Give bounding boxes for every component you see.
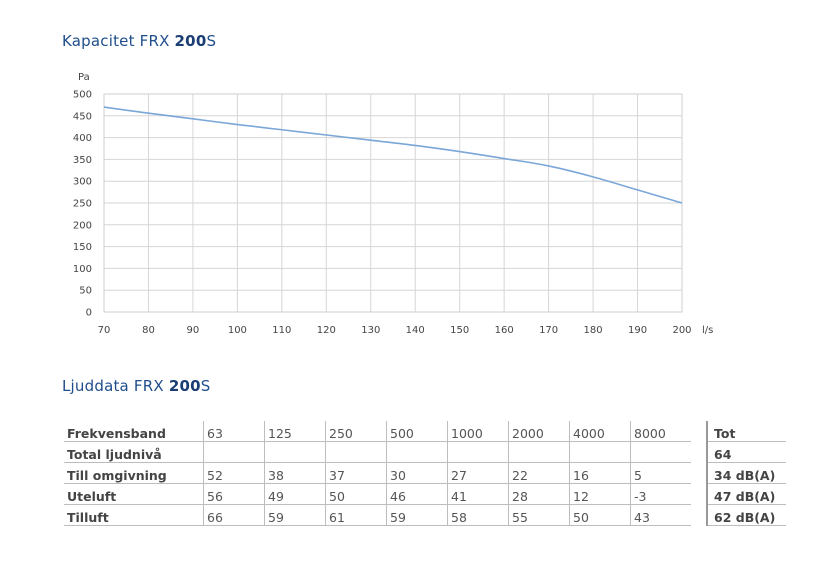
table-cell: 43 bbox=[630, 504, 691, 526]
table-cell: 1000 bbox=[447, 421, 509, 442]
x-axis-label: l/s bbox=[702, 325, 713, 336]
total-cell: 64 bbox=[706, 441, 786, 463]
x-tick-label: 180 bbox=[584, 325, 603, 336]
x-tick-label: 150 bbox=[450, 325, 469, 336]
x-tick-label: 100 bbox=[228, 325, 247, 336]
y-tick-label: 500 bbox=[73, 90, 92, 101]
table-cell: 8000 bbox=[630, 421, 691, 442]
table-cell: 59 bbox=[264, 504, 326, 526]
y-tick-label: 50 bbox=[79, 286, 92, 297]
table-cell: 12 bbox=[569, 483, 631, 505]
y-tick-label: 300 bbox=[73, 177, 92, 188]
total-cell: 47 dB(A) bbox=[706, 483, 786, 505]
total-cell: 34 dB(A) bbox=[706, 462, 786, 484]
y-tick-label: 150 bbox=[73, 242, 92, 253]
table-cell: 30 bbox=[386, 462, 448, 484]
x-tick-label: 140 bbox=[406, 325, 425, 336]
table-cell: 59 bbox=[386, 504, 448, 526]
table-cell bbox=[447, 441, 509, 463]
x-tick-label: 110 bbox=[272, 325, 291, 336]
table-cell bbox=[508, 441, 570, 463]
x-tick-label: 160 bbox=[495, 325, 514, 336]
x-tick-label: 170 bbox=[539, 325, 558, 336]
table-cell: 4000 bbox=[569, 421, 631, 442]
x-tick-label: 130 bbox=[361, 325, 380, 336]
y-tick-label: 200 bbox=[73, 220, 92, 231]
x-tick-label: 80 bbox=[142, 325, 155, 336]
row-label: Uteluft bbox=[64, 483, 204, 505]
total-cell: Tot bbox=[706, 421, 786, 442]
table-cell: 27 bbox=[447, 462, 509, 484]
table-row: Uteluft 56 49 50 46 41 28 12 -3 47 dB(A) bbox=[64, 483, 786, 505]
table-row: Total ljudnivå 64 bbox=[64, 441, 786, 463]
table-cell: 500 bbox=[386, 421, 448, 442]
y-tick-label: 0 bbox=[86, 308, 92, 319]
row-label: Frekvensband bbox=[64, 421, 204, 442]
x-tick-label: 90 bbox=[187, 325, 200, 336]
x-tick-label: 200 bbox=[672, 325, 691, 336]
table-cell: 5 bbox=[630, 462, 691, 484]
series-line bbox=[103, 106, 683, 204]
table-cell bbox=[569, 441, 631, 463]
x-tick-label: 120 bbox=[317, 325, 336, 336]
column-gap bbox=[691, 442, 707, 463]
table-cell: 49 bbox=[264, 483, 326, 505]
row-label: Tilluft bbox=[64, 504, 204, 526]
table-cell: 55 bbox=[508, 504, 570, 526]
table-cell: -3 bbox=[630, 483, 691, 505]
table-row: Tilluft 66 59 61 59 58 55 50 43 62 dB(A) bbox=[64, 504, 786, 526]
table-cell bbox=[203, 441, 265, 463]
table-cell: 28 bbox=[508, 483, 570, 505]
table-cell: 22 bbox=[508, 462, 570, 484]
y-tick-label: 400 bbox=[73, 133, 92, 144]
table-cell: 38 bbox=[264, 462, 326, 484]
y-axis-label: Pa bbox=[78, 72, 90, 83]
y-tick-label: 450 bbox=[73, 111, 92, 122]
capacity-chart: 0 50 100 150 200 250 300 350 400 450 500 70 80 90 100 1… bbox=[73, 72, 713, 336]
column-gap bbox=[691, 421, 707, 442]
sound-data-table: Frekvensband 63 125 250 500 1000 2000 4000 8000 T… bbox=[64, 421, 786, 526]
table-row: Frekvensband 63 125 250 500 1000 2000 4000 8000 T… bbox=[64, 421, 786, 442]
table-row: Till omgivning 52 38 37 30 27 22 16 5 34 dB(A) bbox=[64, 462, 786, 484]
row-label: Total ljudnivå bbox=[64, 441, 204, 463]
row-label: Till omgivning bbox=[64, 462, 204, 484]
table-cell: 41 bbox=[447, 483, 509, 505]
table-cell: 2000 bbox=[508, 421, 570, 442]
table-cell: 58 bbox=[447, 504, 509, 526]
table-cell: 250 bbox=[325, 421, 387, 442]
table-cell: 61 bbox=[325, 504, 387, 526]
table-cell: 56 bbox=[203, 483, 265, 505]
table-cell: 46 bbox=[386, 483, 448, 505]
x-tick-label: 70 bbox=[98, 325, 111, 336]
table-cell: 66 bbox=[203, 504, 265, 526]
chart-title: Kapacitet FRX 200S bbox=[62, 32, 217, 50]
table-cell bbox=[630, 441, 691, 463]
table-cell bbox=[264, 441, 326, 463]
table-cell bbox=[386, 441, 448, 463]
table-cell: 16 bbox=[569, 462, 631, 484]
total-cell: 62 dB(A) bbox=[706, 504, 786, 526]
table-title: Ljuddata FRX 200S bbox=[62, 377, 211, 395]
column-gap bbox=[691, 505, 707, 526]
column-gap bbox=[691, 484, 707, 505]
y-tick-label: 250 bbox=[73, 199, 92, 210]
column-gap bbox=[691, 463, 707, 484]
table-cell: 63 bbox=[203, 421, 265, 442]
y-tick-label: 100 bbox=[73, 264, 92, 275]
table-cell: 50 bbox=[569, 504, 631, 526]
table-cell bbox=[325, 441, 387, 463]
table-cell: 37 bbox=[325, 462, 387, 484]
table-cell: 50 bbox=[325, 483, 387, 505]
y-tick-label: 350 bbox=[73, 155, 92, 166]
x-tick-label: 190 bbox=[628, 325, 647, 336]
table-cell: 125 bbox=[264, 421, 326, 442]
table-cell: 52 bbox=[203, 462, 265, 484]
